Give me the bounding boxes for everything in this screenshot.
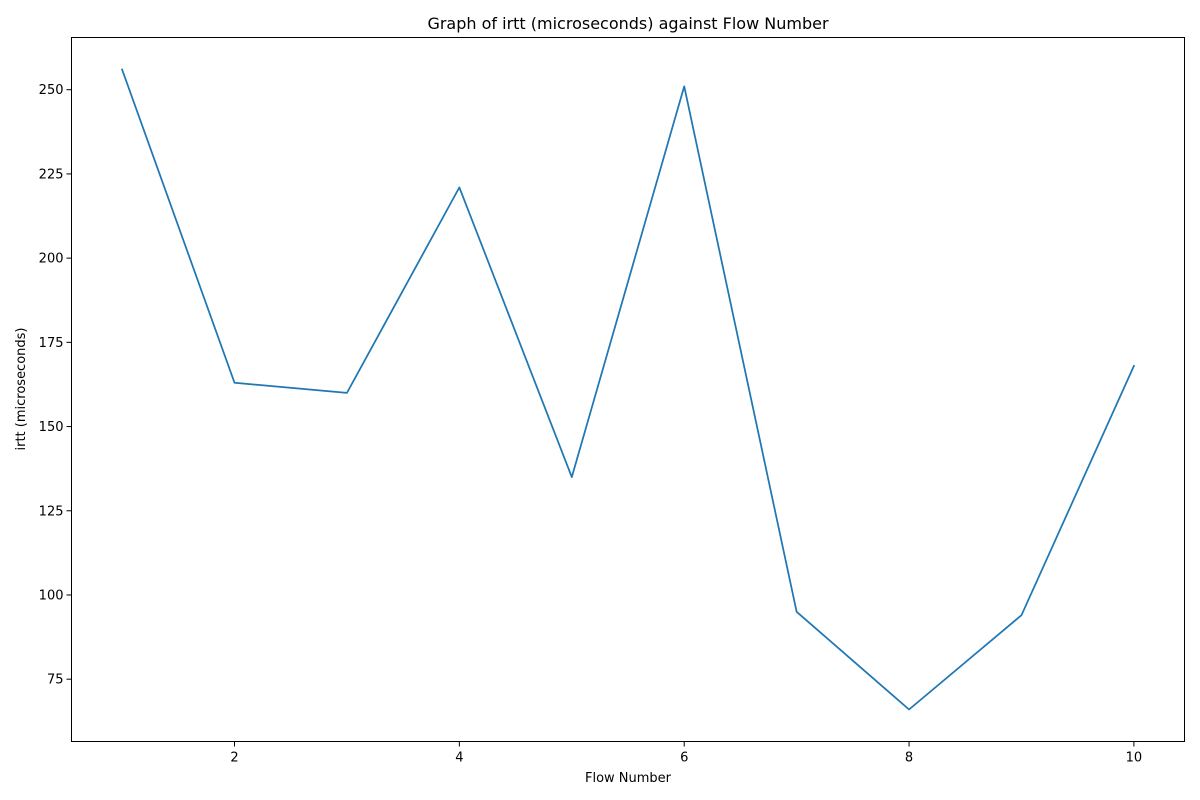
y-tick-label: 100: [39, 588, 64, 603]
chart-title: Graph of irtt (microseconds) against Flo…: [427, 14, 828, 33]
x-axis-title: Flow Number: [585, 771, 672, 786]
y-axis: 75 100 125 150 175 200 225 250: [39, 83, 72, 688]
y-tick-label: 250: [39, 83, 64, 98]
x-tick-label: 2: [230, 751, 238, 766]
series-layer: [120, 68, 1136, 711]
x-tick-label: 8: [905, 751, 913, 766]
y-axis-title: irtt (microseconds): [14, 328, 29, 451]
y-tick-label: 125: [39, 504, 64, 519]
y-tick-label: 175: [39, 336, 64, 351]
x-tick-label: 4: [455, 751, 463, 766]
x-tick-label: 6: [680, 751, 688, 766]
y-tick-label: 225: [39, 167, 64, 182]
y-tick-label: 75: [47, 673, 64, 688]
series-line: [120, 68, 1136, 711]
y-tick-label: 150: [39, 420, 64, 435]
x-axis: 2 4 6 8 10: [230, 741, 1143, 766]
x-tick-label: 10: [1126, 751, 1143, 766]
y-tick-label: 200: [39, 252, 64, 267]
plot-area: [71, 37, 1185, 742]
